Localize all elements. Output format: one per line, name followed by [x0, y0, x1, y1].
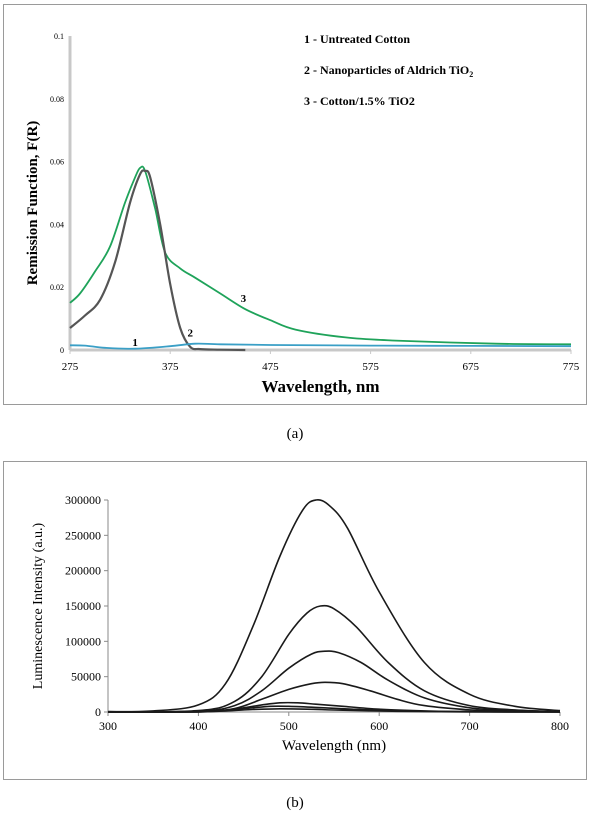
x-tick-label: 800: [551, 719, 569, 733]
x-tick-label: 275: [62, 361, 79, 373]
chart-b: 0 50000 100000 150000 200000 250000 300000 300 4…: [31, 493, 569, 754]
x-tick-label: 675: [463, 361, 480, 373]
x-tick-label: 400: [189, 719, 207, 733]
caption-a: (a): [286, 426, 304, 442]
x-tick-label: 300: [99, 719, 117, 733]
series-3-line: [69, 165, 572, 346]
chart-a-panel: 0 0.02 0.04 0.06 0.08 0.1 275 375 475 575 675 775 Wa…: [3, 4, 587, 405]
caption-b: (b): [286, 795, 304, 811]
series-2-line: [69, 169, 246, 352]
x-tick-label: 475: [262, 361, 279, 373]
chart-a: 0 0.02 0.04 0.06 0.08 0.1 275 375 475 575 675 775 Wa…: [25, 32, 580, 396]
y-tick-label: 300000: [65, 493, 101, 507]
x-tick-label: 375: [162, 361, 179, 373]
y-tick-label: 0.06: [50, 158, 64, 167]
x-tick-label: 575: [362, 361, 379, 373]
series-3-line: [107, 650, 561, 713]
y-tick-label: 100000: [65, 634, 101, 648]
series-1-line: [69, 342, 572, 350]
y-axis-title: Remission Function, F(R): [25, 121, 41, 286]
legend-entry: 2 - Nanoparticles of Aldrich TiO2: [304, 63, 473, 79]
y-tick-label: 0.08: [50, 95, 64, 104]
legend-entry: 3 - Cotton/1.5% TiO2: [304, 94, 415, 108]
series-1-line: [107, 499, 561, 713]
x-tick-label: 775: [563, 361, 580, 373]
x-tick-label: 700: [461, 719, 479, 733]
y-tick-label: 0.04: [50, 220, 64, 229]
y-tick-label: 0: [95, 705, 101, 719]
series-7-line: [107, 707, 561, 713]
x-axis-title: Wavelength (nm): [282, 738, 386, 754]
y-tick-label: 50000: [71, 670, 101, 684]
x-tick-label: 600: [370, 719, 388, 733]
y-tick-label: 150000: [65, 599, 101, 613]
chart-b-panel: 0 50000 100000 150000 200000 250000 300000 300 4…: [3, 461, 587, 780]
y-tick-label: 0.02: [50, 283, 64, 292]
y-tick-label: 200000: [65, 564, 101, 578]
x-tick-label: 500: [280, 719, 298, 733]
y-tick-label: 250000: [65, 528, 101, 542]
series-2-line: [107, 604, 561, 713]
y-axis-title: Luminescence Intensity (a.u.): [31, 522, 46, 689]
series-3-label: 3: [241, 293, 247, 305]
y-tick-label: 0.1: [54, 32, 64, 41]
series-2-label: 2: [187, 328, 193, 340]
series-1-label: 1: [132, 337, 138, 349]
y-tick-label: 0: [60, 346, 64, 355]
x-axis-title: Wavelength, nm: [261, 377, 379, 396]
legend-entry: 1 - Untreated Cotton: [304, 32, 410, 46]
